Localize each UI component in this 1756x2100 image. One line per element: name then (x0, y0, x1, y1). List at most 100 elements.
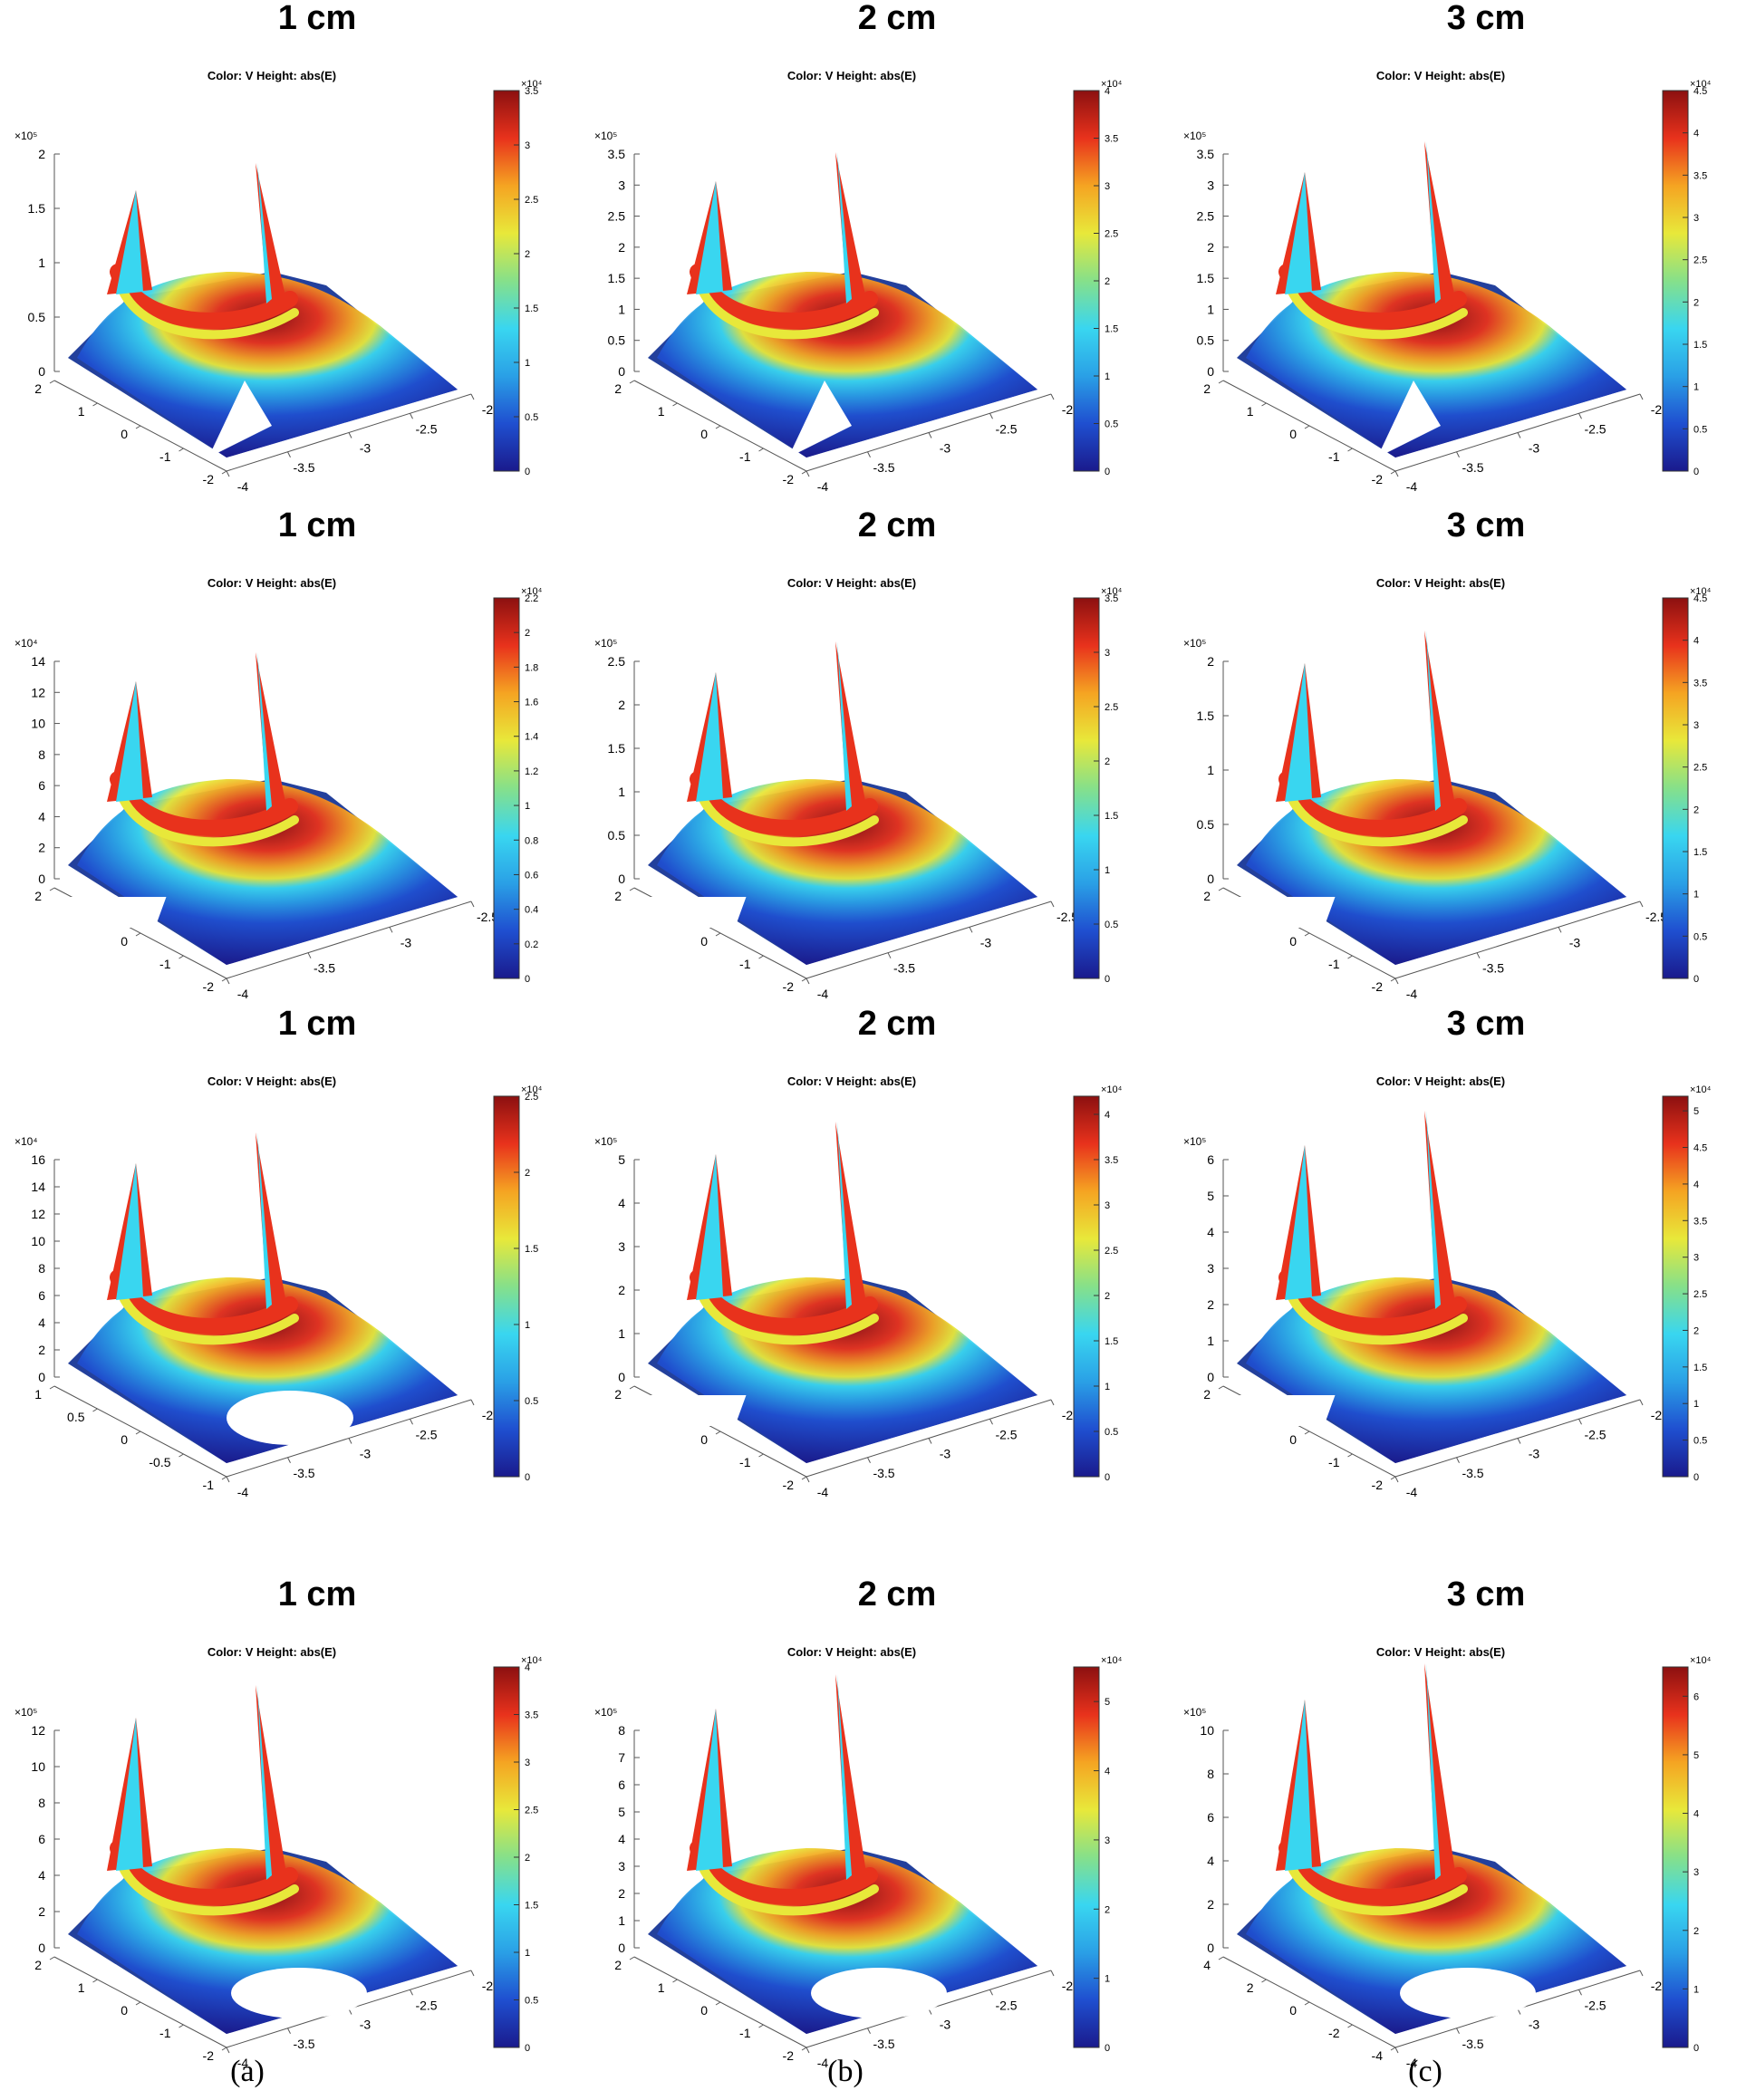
surface-spike-right (256, 1132, 288, 1314)
colorbar (493, 597, 520, 979)
colorbar (1073, 1095, 1100, 1478)
z-tick-label: 6 (1207, 1810, 1214, 1825)
colorbar-exponent: ×10⁴ (521, 1084, 543, 1095)
z-tick-label: 2 (38, 147, 45, 161)
z-tick-label: 4 (38, 1315, 45, 1330)
z-tick-label: 14 (31, 1180, 45, 1194)
colorbar-tick-label: 2.5 (1693, 763, 1707, 774)
z-tick-label: 0.5 (28, 310, 46, 324)
colorbar-tick-label: 0.5 (525, 1396, 538, 1407)
x-tick-mark (49, 1956, 55, 1960)
x-tick-label: 1 (658, 404, 665, 419)
colorbar-tick-label: 1.5 (525, 1901, 538, 1912)
y-tick-mark (287, 451, 291, 458)
y-tick-label: -4 (1406, 479, 1418, 494)
y-tick-mark (806, 470, 810, 477)
z-tick-label: 6 (38, 1832, 45, 1846)
y-axis-line (806, 901, 1052, 979)
surface-panel-row1-col-a: 1 cm Color: V Height: abs(E) ×10⁵ 0 0.5 1 1.5 2… (14, 0, 543, 494)
z-axis-exponent: ×10⁵ (594, 1706, 617, 1719)
surface-ring-mid (118, 1291, 299, 1345)
plot-title: Color: V Height: abs(E) (1376, 576, 1505, 590)
surface-spike-right-edge (1426, 141, 1441, 303)
surface-spike-right-edge (257, 163, 272, 303)
z-tick-label: 1.5 (608, 741, 626, 756)
z-tick-label: 2 (618, 1283, 625, 1297)
surface-hole (811, 1968, 947, 2018)
colorbar-tick-label: 3.5 (525, 1710, 538, 1721)
z-tick-label: 1 (618, 1326, 625, 1341)
colorbar-tick-label: 3 (1105, 1835, 1110, 1846)
surface-spike-left-edge (116, 190, 143, 294)
z-tick-label: 1 (618, 785, 625, 799)
y-tick-mark (1639, 901, 1644, 908)
x-tick-mark (629, 1956, 635, 1960)
colorbar-tick-label: 4 (525, 1662, 530, 1673)
z-tick-label: 12 (31, 1207, 45, 1221)
colorbar-tick-label: 2 (525, 628, 530, 639)
colorbar-tick-label: 2.5 (525, 1092, 538, 1103)
z-tick-label: 2 (1207, 654, 1214, 669)
y-tick-label: -3.5 (873, 460, 894, 475)
plot-title: Color: V Height: abs(E) (1376, 1645, 1505, 1659)
colorbar-tick-label: 0.5 (1105, 1427, 1118, 1438)
plot-title: Color: V Height: abs(E) (207, 576, 336, 590)
y-tick-mark (867, 2028, 871, 2034)
colorbar-tick-label: 0 (1105, 974, 1110, 985)
z-tick-label: 1.5 (28, 201, 46, 216)
colorbar-tick-label: 0.5 (1105, 419, 1118, 430)
y-tick-mark (1578, 1419, 1582, 1425)
colorbar (1662, 597, 1689, 979)
colorbar-tick-label: 1.5 (1693, 1363, 1707, 1373)
colorbar-tick-label: 2.5 (1693, 255, 1707, 266)
x-tick-label: -2 (1372, 979, 1384, 994)
surface-spike-right (1424, 1111, 1457, 1314)
y-tick-label: -3.5 (893, 961, 915, 976)
colorbar-tick-label: 1 (525, 1320, 530, 1331)
colorbar-tick-label: 4 (1105, 1110, 1110, 1121)
z-tick-label: 12 (31, 685, 45, 699)
x-tick-label: 2 (1203, 889, 1211, 903)
surface-spike-right (835, 1122, 868, 1314)
z-tick-label: 1 (1207, 1334, 1214, 1348)
z-tick-label: 0 (1207, 1370, 1214, 1384)
colorbar-tick-label: 0 (1693, 467, 1699, 477)
surface-spike-right-edge (1426, 631, 1441, 811)
x-tick-label: -1 (1328, 1455, 1340, 1469)
x-tick-label: 1 (1247, 404, 1254, 419)
y-tick-label: -2.5 (1645, 910, 1667, 924)
y-tick-label: -2 (1651, 1979, 1663, 1993)
z-tick-label: 4 (618, 1832, 625, 1846)
colorbar-tick-label: 0.5 (1693, 931, 1707, 942)
surface-ring-mid (1287, 1862, 1468, 1916)
y-tick-label: -2 (482, 402, 494, 417)
colorbar-tick-label: 4 (1693, 129, 1699, 140)
x-tick-mark (135, 2001, 141, 2006)
z-tick-label: 2 (1207, 240, 1214, 255)
surface-spike-left-edge (696, 181, 723, 294)
colorbar (1662, 1095, 1689, 1478)
colorbar-tick-label: 1.6 (525, 698, 538, 708)
x-tick-label: 0 (700, 1432, 708, 1447)
x-tick-mark (92, 1408, 98, 1412)
surface-hole (1377, 381, 1441, 458)
x-tick-label: -1 (203, 1478, 215, 1492)
y-tick-mark (928, 432, 932, 438)
plot-title: Color: V Height: abs(E) (787, 69, 916, 82)
y-tick-mark (348, 1438, 352, 1444)
y-tick-label: -4 (817, 2056, 829, 2070)
surface-spike-left-edge (116, 1163, 143, 1300)
panel-label: 2 cm (858, 1005, 937, 1043)
y-tick-mark (226, 470, 230, 477)
colorbar-exponent: ×10⁴ (1690, 1084, 1712, 1095)
y-tick-label: -3.5 (293, 2037, 314, 2051)
y-tick-mark (989, 413, 993, 419)
x-tick-mark (1390, 1476, 1396, 1480)
y-tick-label: -3 (980, 935, 992, 949)
z-tick-label: 1.5 (1197, 708, 1215, 723)
colorbar-tick-label: 1.5 (1105, 811, 1118, 822)
colorbar-tick-label: 2 (1105, 1291, 1110, 1302)
x-tick-mark (1218, 887, 1224, 891)
colorbar-tick-label: 2.5 (525, 195, 538, 206)
